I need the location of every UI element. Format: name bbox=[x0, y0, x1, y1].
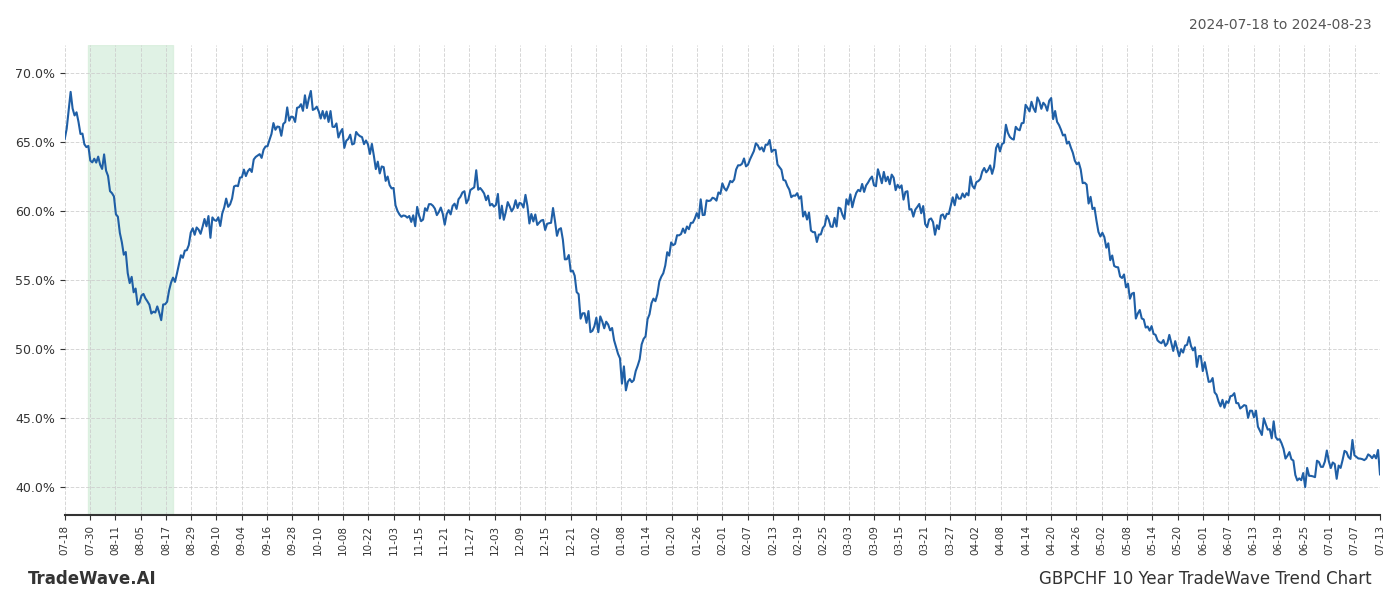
Text: 2024-07-18 to 2024-08-23: 2024-07-18 to 2024-08-23 bbox=[1190, 18, 1372, 32]
Text: GBPCHF 10 Year TradeWave Trend Chart: GBPCHF 10 Year TradeWave Trend Chart bbox=[1039, 570, 1372, 588]
Bar bbox=[88, 45, 174, 515]
Text: TradeWave.AI: TradeWave.AI bbox=[28, 570, 157, 588]
